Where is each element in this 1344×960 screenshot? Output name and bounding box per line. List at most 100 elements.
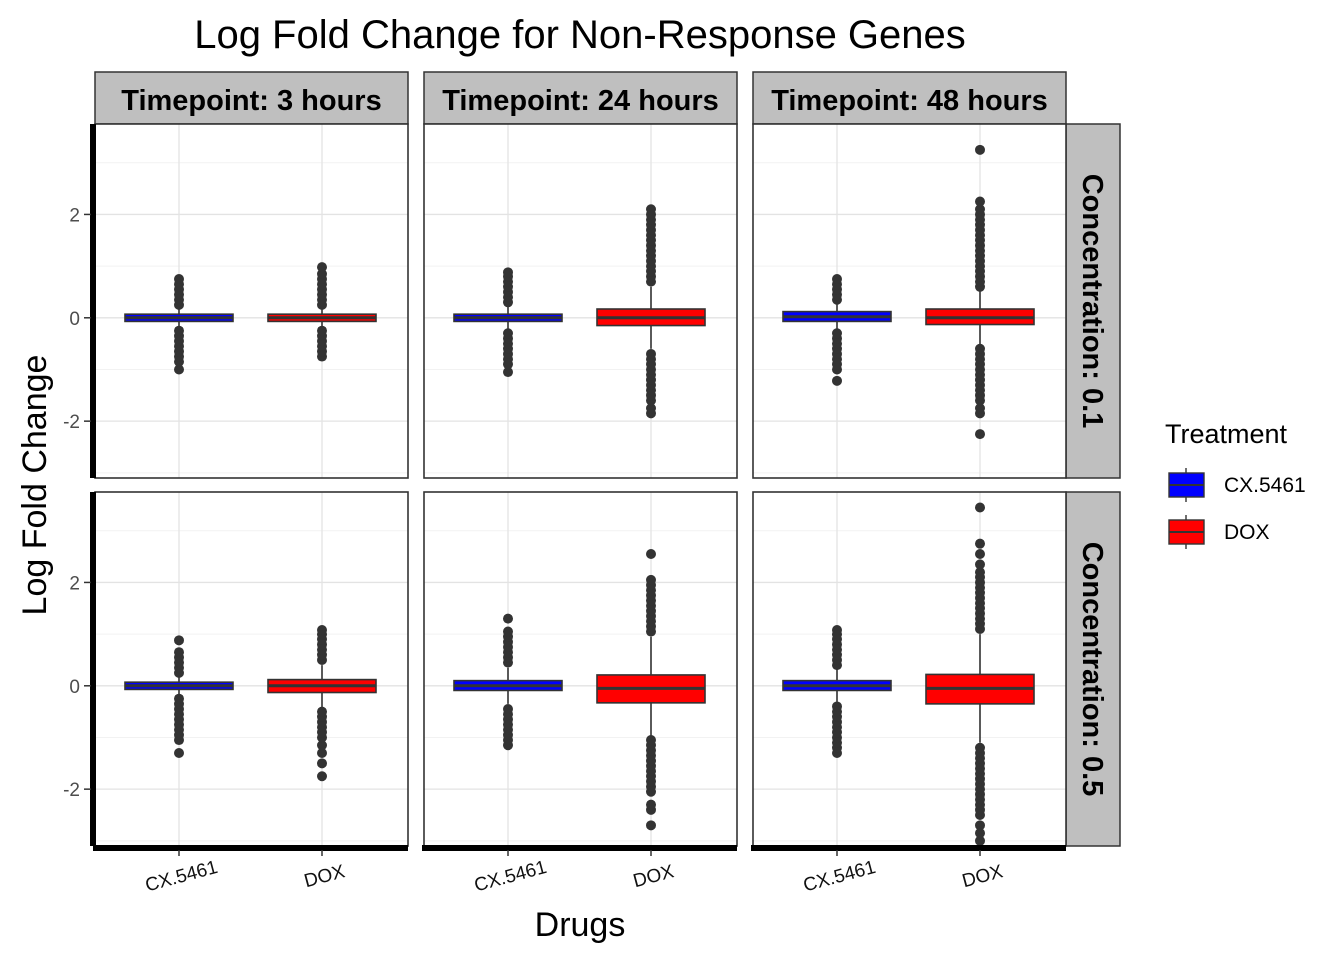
outlier-point (975, 204, 985, 215)
outlier-point (975, 835, 985, 846)
legend-item: DOX (1168, 515, 1270, 549)
y-tick-label: -2 (63, 780, 80, 801)
outlier-point (832, 701, 842, 712)
outlier-point (975, 559, 985, 570)
facet-panel (423, 123, 738, 479)
panel-background (424, 124, 737, 478)
facet-panel (94, 491, 409, 847)
outlier-point (975, 828, 985, 839)
legend-item-label: DOX (1224, 521, 1270, 544)
box-cx-5461 (782, 274, 892, 386)
outlier-point (317, 325, 327, 336)
box-dox (596, 204, 706, 419)
facet-strip-label: Concentration: 0.5 (1076, 542, 1108, 797)
facet-strip-bg (94, 71, 409, 125)
outlier-point (646, 735, 656, 746)
panel-border (752, 123, 1067, 479)
legend: Treatment CX.5461 DOX (1165, 419, 1306, 549)
outlier-point (646, 799, 656, 810)
facet-strip-label: Timepoint: 3 hours (121, 85, 381, 117)
outlier-point (646, 549, 656, 560)
outlier-point (975, 403, 985, 414)
outlier-point (832, 375, 842, 386)
outlier-point (317, 624, 327, 635)
outlier-point (975, 538, 985, 549)
facet-strip-bg (1065, 123, 1121, 479)
x-tick-label: DOX (631, 861, 677, 892)
panel-background (753, 492, 1066, 846)
outlier-point (646, 348, 656, 359)
outlier-point (503, 704, 513, 715)
chart-title: Log Fold Change for Non-Response Genes (194, 13, 966, 57)
facet-strip-label: Timepoint: 48 hours (771, 85, 1048, 117)
facet-panel (752, 123, 1067, 479)
panel-border (423, 123, 738, 479)
y-tick-label: 0 (69, 309, 80, 330)
x-tick-label: CX.5461 (801, 857, 878, 896)
box-dox (267, 262, 377, 362)
box-cx-5461 (124, 274, 234, 375)
facet-panel (423, 491, 738, 847)
outlier-point (174, 693, 184, 704)
facet-panel (94, 123, 409, 479)
box-dox (925, 502, 1035, 846)
outlier-point (975, 742, 985, 753)
facet-strip-bg (752, 71, 1067, 125)
outlier-point (975, 549, 985, 560)
outlier-point (503, 267, 513, 278)
panel-background (95, 492, 408, 846)
facet-strip-label: Timepoint: 24 hours (442, 85, 719, 117)
panel-background (424, 492, 737, 846)
axes: -2 0 2 -2 0 2 CX.5461 DOX CX.5461 DOX CX.5461 DOX (63, 124, 1066, 896)
box-cx-5461 (782, 624, 892, 758)
facet-panel (752, 491, 1067, 847)
outlier-point (646, 204, 656, 215)
panel-background (95, 124, 408, 478)
outlier-point (317, 771, 327, 782)
outlier-point (832, 624, 842, 635)
box-cx-5461 (453, 267, 563, 378)
x-tick-label: DOX (960, 861, 1006, 892)
outlier-point (174, 274, 184, 285)
y-tick-label: -2 (63, 412, 80, 433)
facet-strip-bg (1065, 491, 1121, 847)
outlier-point (317, 758, 327, 769)
x-tick-label: CX.5461 (143, 857, 220, 896)
facet-strip-bg (423, 71, 738, 125)
outlier-point (975, 196, 985, 207)
box-cx-5461 (124, 635, 234, 758)
panel-background (753, 124, 1066, 478)
outlier-point (317, 706, 327, 717)
legend-item-label: CX.5461 (1224, 474, 1306, 497)
outlier-point (174, 325, 184, 336)
outlier-point (646, 820, 656, 831)
outlier-point (503, 367, 513, 378)
outlier-point (832, 274, 842, 285)
outlier-point (317, 747, 327, 758)
outlier-point (975, 567, 985, 578)
box-dox (267, 624, 377, 782)
outlier-point (975, 343, 985, 354)
outlier-point (503, 613, 513, 624)
facet-panels (94, 123, 1067, 847)
facet-column-strips: Timepoint: 3 hours Timepoint: 24 hours T… (94, 71, 1067, 125)
y-tick-label: 2 (69, 573, 80, 594)
outlier-point (975, 820, 985, 831)
outlier-point (174, 635, 184, 646)
outlier-point (975, 144, 985, 155)
legend-item: CX.5461 (1168, 468, 1306, 502)
outlier-point (646, 403, 656, 414)
outlier-point (503, 626, 513, 637)
box-cx-5461 (453, 613, 563, 751)
y-axis-label: Log Fold Change (16, 355, 54, 616)
facet-strip-label: Concentration: 0.1 (1076, 174, 1108, 429)
outlier-point (174, 647, 184, 658)
legend-title: Treatment (1165, 419, 1288, 449)
x-tick-label: DOX (302, 861, 348, 892)
outlier-point (975, 429, 985, 440)
y-tick-label: 0 (69, 677, 80, 698)
x-axis-label: Drugs (535, 906, 626, 944)
outlier-point (174, 747, 184, 758)
y-tick-label: 2 (69, 205, 80, 226)
